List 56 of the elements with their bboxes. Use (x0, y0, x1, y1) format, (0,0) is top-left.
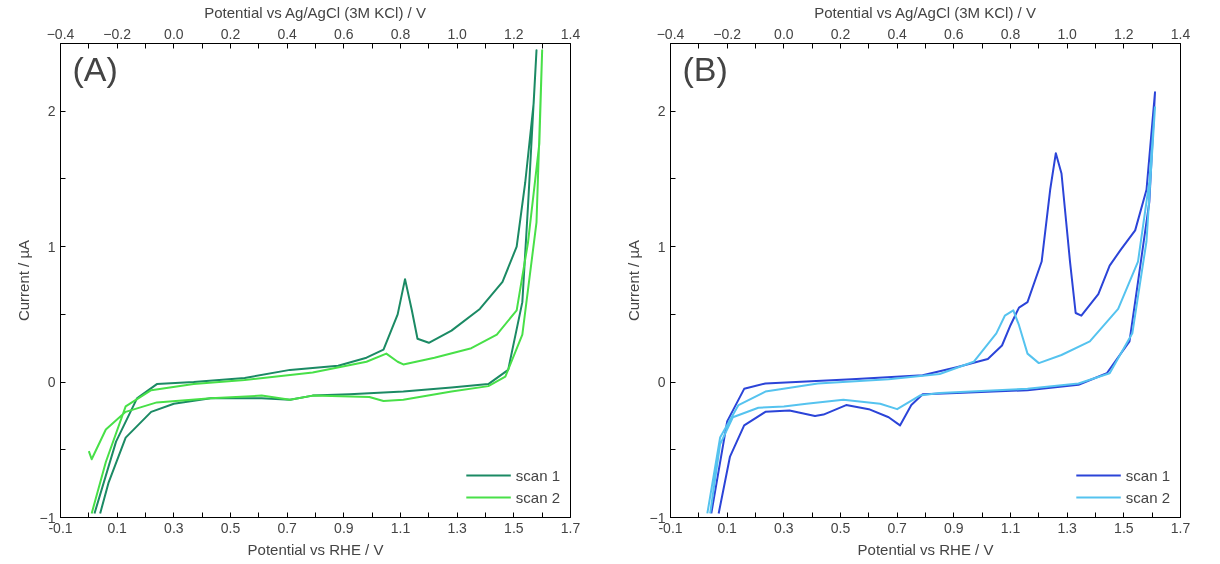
x-tick-label: 1.1 (1000, 519, 1021, 536)
x-tick-label: 0.9 (944, 519, 964, 536)
x2-axis-title: Potential vs Ag/AgCl (3M KCl) / V (204, 3, 426, 21)
x2-tick-label: 0.8 (390, 25, 411, 42)
x-tick-label: 1.5 (504, 519, 524, 536)
y-axis-title: Current / µA (624, 239, 642, 322)
y-tick-label: 1 (47, 238, 56, 255)
x2-tick-label: 0.6 (334, 25, 354, 42)
x2-tick-label: 1.0 (1057, 25, 1078, 42)
y-tick-label: 2 (47, 103, 56, 120)
y-axis-title: Current / µA (14, 239, 32, 322)
x-tick-label: 1.7 (560, 519, 581, 536)
x2-tick-label: 1.0 (447, 25, 468, 42)
x-tick-label: 0.1 (717, 519, 738, 536)
x-tick-label: 0.5 (830, 519, 851, 536)
x2-tick-label: 0.4 (277, 25, 298, 42)
x-tick-label: 0.7 (887, 519, 908, 536)
x2-tick-label: 0.4 (887, 25, 908, 42)
x-axis-title: Potential vs RHE / V (857, 540, 994, 558)
x-tick-label: 0.3 (164, 519, 184, 536)
legend-label: scan 1 (1125, 466, 1170, 484)
x-tick-label: 0.9 (334, 519, 354, 536)
x-tick-label: 1.1 (390, 519, 411, 536)
x2-tick-label: 0.2 (830, 25, 851, 42)
legend-label: scan 2 (1125, 488, 1170, 506)
legend-label: scan 2 (515, 488, 560, 506)
x2-tick-label: 1.2 (504, 25, 524, 42)
x2-tick-label: 1.2 (1114, 25, 1134, 42)
x2-tick-label: 0.8 (1000, 25, 1021, 42)
x-tick-label: 0.3 (774, 519, 794, 536)
legend-label: scan 1 (515, 466, 560, 484)
annotation: (A) (72, 49, 118, 88)
x2-tick-label: −0.4 (656, 25, 685, 42)
x-tick-label: 1.5 (1114, 519, 1134, 536)
x2-tick-label: −0.2 (103, 25, 132, 42)
y-tick-label: 0 (657, 374, 666, 391)
x2-tick-label: 0.0 (164, 25, 184, 42)
y-tick-label: 1 (657, 238, 666, 255)
x2-tick-label: −0.4 (46, 25, 75, 42)
x-tick-label: 1.3 (447, 519, 468, 536)
x-tick-label: 0.7 (277, 519, 298, 536)
x2-tick-label: 0.0 (774, 25, 794, 42)
x-tick-label: 1.7 (1170, 519, 1191, 536)
x2-tick-label: 1.4 (1170, 25, 1191, 42)
x2-tick-label: 0.6 (944, 25, 964, 42)
x2-axis-title: Potential vs Ag/AgCl (3M KCl) / V (814, 3, 1036, 21)
x-axis-title: Potential vs RHE / V (247, 540, 384, 558)
x-tick-label: 0.5 (220, 519, 241, 536)
y-tick-label: 0 (47, 374, 56, 391)
annotation: (B) (682, 49, 728, 88)
x2-tick-label: 1.4 (560, 25, 581, 42)
y-tick-label: 2 (657, 103, 666, 120)
x2-tick-label: 0.2 (220, 25, 241, 42)
x-tick-label: 1.3 (1057, 519, 1078, 536)
x-tick-label: 0.1 (107, 519, 128, 536)
x2-tick-label: −0.2 (713, 25, 742, 42)
